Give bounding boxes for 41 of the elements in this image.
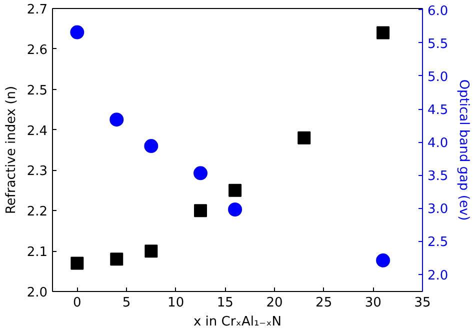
x-tick-label: 20 bbox=[266, 296, 283, 310]
y2-tick-label: 5.5 bbox=[428, 36, 448, 52]
y-tick-label: 2.7 bbox=[26, 2, 48, 18]
y2-tick-label: 2.5 bbox=[428, 235, 448, 250]
y2-axis-title: Optical band gap (ev) bbox=[456, 79, 472, 221]
y-tick-label: 2.2 bbox=[26, 204, 48, 220]
point bbox=[228, 184, 242, 197]
y2-tick-label: 4.5 bbox=[428, 103, 448, 118]
y-tick-label: 2.4 bbox=[26, 124, 48, 139]
point bbox=[144, 244, 158, 258]
x-tick-label: 25 bbox=[316, 296, 332, 310]
y2-tick-label: 5.0 bbox=[428, 70, 448, 85]
x-tick-label: 10 bbox=[168, 296, 184, 310]
x-tick-label: 15 bbox=[216, 296, 234, 310]
x-tick-label: 5 bbox=[122, 296, 131, 310]
point bbox=[110, 252, 124, 266]
x-tick-label: 35 bbox=[414, 296, 431, 310]
point bbox=[194, 166, 208, 180]
y2-tick-label: 3.0 bbox=[428, 202, 448, 218]
point bbox=[70, 25, 84, 40]
y-tick-label: 2.1 bbox=[26, 245, 48, 260]
x-tick-label: 30 bbox=[364, 296, 382, 310]
point bbox=[376, 26, 390, 40]
point bbox=[110, 112, 124, 127]
x-tick-label: 0 bbox=[73, 296, 82, 310]
y-tick-label: 2.3 bbox=[26, 164, 48, 180]
point bbox=[376, 253, 390, 268]
y-tick-label: 2.6 bbox=[26, 42, 48, 58]
y2-tick-label: 6.0 bbox=[428, 4, 448, 19]
point bbox=[298, 131, 311, 144]
y2-tick-label: 3.5 bbox=[428, 169, 448, 184]
point bbox=[194, 204, 207, 218]
y-axis-title: Refractive index (n) bbox=[4, 86, 19, 214]
point bbox=[228, 202, 242, 216]
y-tick-label: 2.5 bbox=[26, 83, 48, 98]
y2-tick-label: 4.0 bbox=[428, 136, 448, 152]
y2-tick-label: 2.0 bbox=[428, 268, 448, 284]
point bbox=[144, 139, 158, 154]
y-tick-label: 2.0 bbox=[26, 286, 48, 300]
point bbox=[70, 256, 84, 270]
x-axis-title: x in CrₓAl₁₋ₓN bbox=[193, 314, 282, 330]
